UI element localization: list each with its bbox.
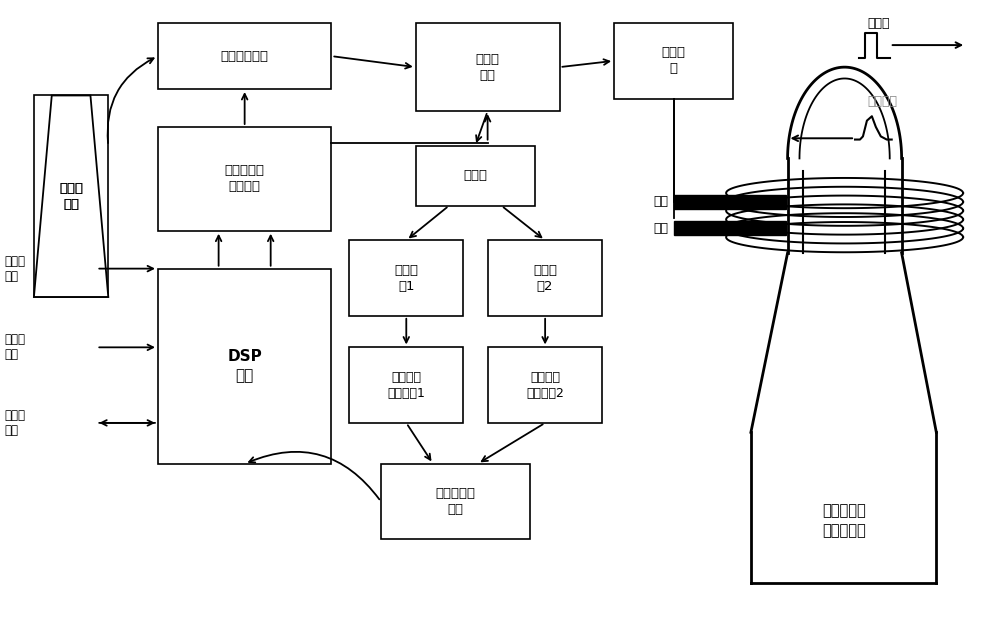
Text: 光路开
关: 光路开 关 [662,47,686,75]
Text: 光纤耦
合器: 光纤耦 合器 [476,52,500,82]
Bar [674,195,786,209]
Text: 高速数据采
集卡: 高速数据采 集卡 [435,487,475,516]
FancyBboxPatch shape [416,23,560,111]
Text: 风速传
感器: 风速传 感器 [4,255,25,283]
Text: 光电转换
和放大器1: 光电转换 和放大器1 [387,371,425,399]
Text: 入射光: 入射光 [867,17,889,29]
Text: 光脉冲同步
驱动电路: 光脉冲同步 驱动电路 [225,165,265,193]
Text: 激光发
射源: 激光发 射源 [59,182,83,211]
Text: 以太网
接口: 以太网 接口 [4,409,25,437]
Text: 激光发
射源: 激光发 射源 [59,182,83,211]
FancyBboxPatch shape [34,96,108,297]
Text: 分光器: 分光器 [463,169,487,182]
FancyBboxPatch shape [614,23,733,99]
Text: 光滤波
器2: 光滤波 器2 [533,263,557,293]
FancyBboxPatch shape [349,241,463,316]
Text: 末端: 末端 [654,222,669,235]
Polygon shape [34,96,108,297]
Text: 背散射光: 背散射光 [867,95,897,108]
Text: 环绕炉顶的
分布式光纤: 环绕炉顶的 分布式光纤 [823,503,866,538]
Text: 光电转换
和放大器2: 光电转换 和放大器2 [526,371,564,399]
Text: DSP
单元: DSP 单元 [227,350,262,383]
FancyBboxPatch shape [158,269,331,464]
FancyBboxPatch shape [158,127,331,231]
FancyBboxPatch shape [488,347,602,423]
FancyBboxPatch shape [488,241,602,316]
FancyBboxPatch shape [381,464,530,539]
Text: 光脉冲调制器: 光脉冲调制器 [221,50,269,63]
FancyBboxPatch shape [416,146,535,205]
Text: 温度传
感器: 温度传 感器 [4,333,25,361]
Text: 光滤波
器1: 光滤波 器1 [394,263,418,293]
Text: 始端: 始端 [654,195,669,209]
FancyBboxPatch shape [349,347,463,423]
FancyBboxPatch shape [158,23,331,89]
Bar [674,221,786,235]
